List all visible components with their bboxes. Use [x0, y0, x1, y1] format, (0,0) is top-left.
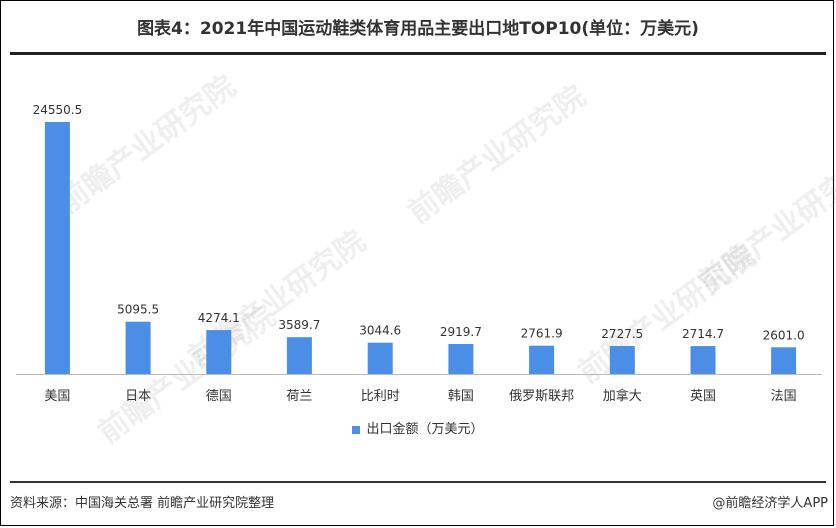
bar-chart: 24550.5 5095.5 4274.1 3589.7 3044.6 2919.7 276…	[16, 103, 822, 404]
bar	[44, 122, 70, 374]
x-tick-label: 韩国	[448, 389, 474, 404]
x-tick-label: 比利时	[361, 389, 400, 404]
bar	[206, 330, 232, 374]
value-label: 4274.1	[198, 311, 240, 325]
value-label: 2601.0	[763, 328, 805, 342]
x-tick-labels: 美国 日本 德国 荷兰 比利时 韩国 俄罗斯联邦 加拿大 英国 法国	[44, 388, 796, 404]
value-label: 24550.5	[33, 103, 83, 117]
footer-divider	[10, 481, 826, 483]
legend-label: 出口金额（万美元）	[366, 422, 484, 437]
bar	[609, 346, 635, 374]
bars	[44, 122, 797, 374]
value-label: 2761.9	[521, 327, 563, 341]
brand-credit: @前瞻经济学人APP	[712, 496, 828, 511]
source-note: 资料来源：中国海关总署 前瞻产业研究院整理	[10, 496, 275, 511]
value-label: 2919.7	[440, 325, 482, 339]
title-divider	[10, 52, 826, 55]
bar	[448, 344, 474, 374]
value-label: 2714.7	[682, 327, 724, 341]
x-tick-label: 日本	[125, 389, 151, 404]
x-tick-label: 荷兰	[286, 389, 312, 404]
legend-swatch	[352, 425, 361, 434]
bar	[690, 346, 716, 374]
value-label: 5095.5	[117, 303, 159, 317]
bar	[286, 337, 312, 374]
bar	[771, 347, 797, 374]
x-tick-label: 加拿大	[603, 388, 642, 404]
value-label: 2727.5	[601, 327, 643, 341]
legend: 出口金额（万美元）	[0, 418, 836, 437]
bar	[125, 321, 151, 374]
x-tick-label: 英国	[690, 389, 716, 404]
x-tick-label: 法国	[771, 389, 797, 404]
x-tick-label: 德国	[206, 389, 232, 404]
value-label: 3044.6	[359, 324, 401, 338]
value-label: 3589.7	[278, 318, 320, 332]
x-tick-label: 美国	[44, 389, 70, 404]
chart-title: 图表4：2021年中国运动鞋类体育用品主要出口地TOP10(单位：万美元)	[137, 19, 699, 39]
bar	[529, 345, 555, 374]
x-tick-label: 俄罗斯联邦	[509, 389, 574, 404]
bar	[367, 342, 393, 374]
value-labels: 24550.5 5095.5 4274.1 3589.7 3044.6 2919.7 276…	[33, 103, 805, 342]
